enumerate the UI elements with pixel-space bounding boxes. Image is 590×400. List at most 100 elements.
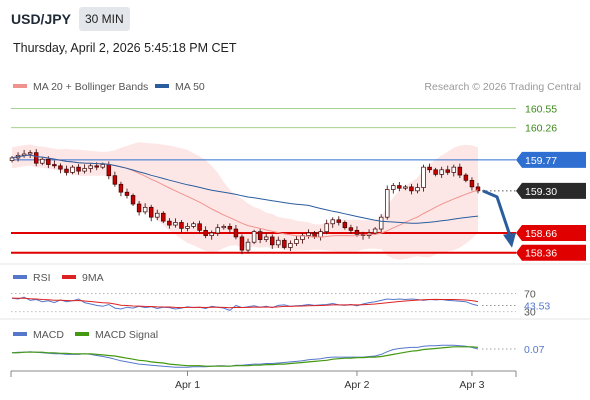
- ma50-line: [11, 154, 479, 224]
- candle: [270, 236, 275, 246]
- candle: [148, 206, 154, 218]
- candle: [276, 239, 281, 246]
- candle: [427, 166, 432, 171]
- macd-last-label: 0.07: [524, 344, 545, 356]
- candle: [112, 175, 118, 185]
- level-tag-158.66: [516, 224, 586, 241]
- ma20-legend-label: MA 20 + Bollinger Bands: [33, 81, 148, 93]
- macd-line: [11, 344, 479, 368]
- candle: [257, 231, 263, 240]
- rsi-legend-label: RSI: [33, 272, 51, 284]
- candle: [82, 168, 87, 172]
- candle: [324, 223, 329, 233]
- candle: [118, 183, 124, 193]
- ma50-legend-swatch: [155, 84, 169, 88]
- rsi-ma-legend-label: 9MA: [82, 272, 104, 284]
- candle: [100, 164, 106, 168]
- candle: [282, 239, 287, 248]
- candle: [161, 212, 166, 222]
- level-label-160.55: 160.55: [525, 104, 557, 116]
- candle: [239, 236, 245, 251]
- rsi-line: [11, 296, 479, 311]
- candle: [191, 223, 196, 227]
- candle: [185, 226, 190, 229]
- candle: [203, 230, 208, 236]
- macd-legend: MACD MACD Signal: [13, 329, 158, 341]
- candle: [130, 195, 136, 205]
- candle: [179, 222, 184, 229]
- level-tag-159.30: [516, 182, 586, 199]
- candle: [64, 168, 69, 173]
- candle: [384, 189, 390, 218]
- candle: [70, 166, 75, 173]
- candle: [342, 222, 348, 229]
- candle: [9, 157, 15, 161]
- candle: [167, 220, 172, 226]
- rsi-level-label-30: 30: [524, 307, 536, 319]
- level-label-160.26: 160.26: [525, 123, 557, 135]
- candle: [76, 166, 81, 172]
- forecast-arrow-head: [503, 232, 516, 248]
- macd-signal-legend-swatch: [75, 332, 89, 336]
- rsi-legend: RSI 9MA: [13, 272, 104, 284]
- candle: [52, 164, 57, 167]
- candle: [142, 206, 148, 213]
- candle: [433, 169, 438, 175]
- forecast-arrow-shaft: [482, 189, 512, 237]
- candle: [409, 186, 414, 192]
- candle: [33, 152, 39, 164]
- candle: [245, 241, 251, 251]
- level-label-158.66: 158.66: [525, 228, 557, 240]
- chart-header: USD/JPY 30 MIN Thursday, April 2, 2026 5…: [0, 0, 590, 70]
- rsi-ma-legend-swatch: [62, 275, 76, 279]
- candle: [227, 226, 233, 230]
- candle: [445, 169, 450, 173]
- bollinger-band-fill: [12, 142, 478, 260]
- level-tag-159.77: [516, 151, 586, 168]
- candle: [27, 152, 33, 155]
- candle: [197, 223, 202, 231]
- candle: [403, 186, 408, 189]
- ma50-legend-label: MA 50: [175, 81, 205, 93]
- instrument-title: USD/JPY: [11, 11, 71, 27]
- candle: [421, 166, 426, 188]
- ma20-legend-swatch: [13, 84, 27, 88]
- candle: [46, 158, 51, 165]
- candle: [306, 232, 311, 236]
- candle: [312, 232, 317, 238]
- source-credit: Research © 2026 Trading Central: [424, 81, 581, 93]
- rsi-level-label-70: 70: [524, 289, 536, 301]
- candle: [463, 174, 469, 181]
- candle: [215, 227, 220, 234]
- timeframe-badge[interactable]: 30 MIN: [79, 7, 130, 31]
- candle: [457, 166, 463, 176]
- rsi-ma-line: [11, 297, 479, 309]
- candle: [209, 232, 214, 236]
- level-tag-158.36: [516, 244, 586, 261]
- x-tick-label: Apr 3: [459, 379, 484, 391]
- candle: [58, 165, 63, 170]
- rsi-last-label: 43.53: [524, 301, 550, 313]
- candle: [88, 165, 93, 169]
- candle: [451, 166, 457, 173]
- candle: [439, 169, 444, 175]
- candle: [263, 236, 269, 240]
- candle: [155, 212, 160, 218]
- candle: [233, 228, 239, 238]
- candle: [294, 239, 299, 244]
- candle: [330, 219, 335, 225]
- candle: [469, 179, 475, 188]
- candle: [221, 226, 227, 229]
- candle: [348, 227, 354, 231]
- rsi-legend-swatch: [13, 275, 27, 279]
- macd-signal-line: [12, 346, 479, 367]
- candle: [378, 216, 384, 230]
- level-label-159.30: 159.30: [525, 186, 557, 198]
- candle: [415, 187, 420, 192]
- candle: [251, 231, 257, 243]
- candle: [372, 228, 378, 234]
- chart-datetime: Thursday, April 2, 2026 5:45:18 PM CET: [13, 41, 237, 55]
- candle: [106, 164, 112, 177]
